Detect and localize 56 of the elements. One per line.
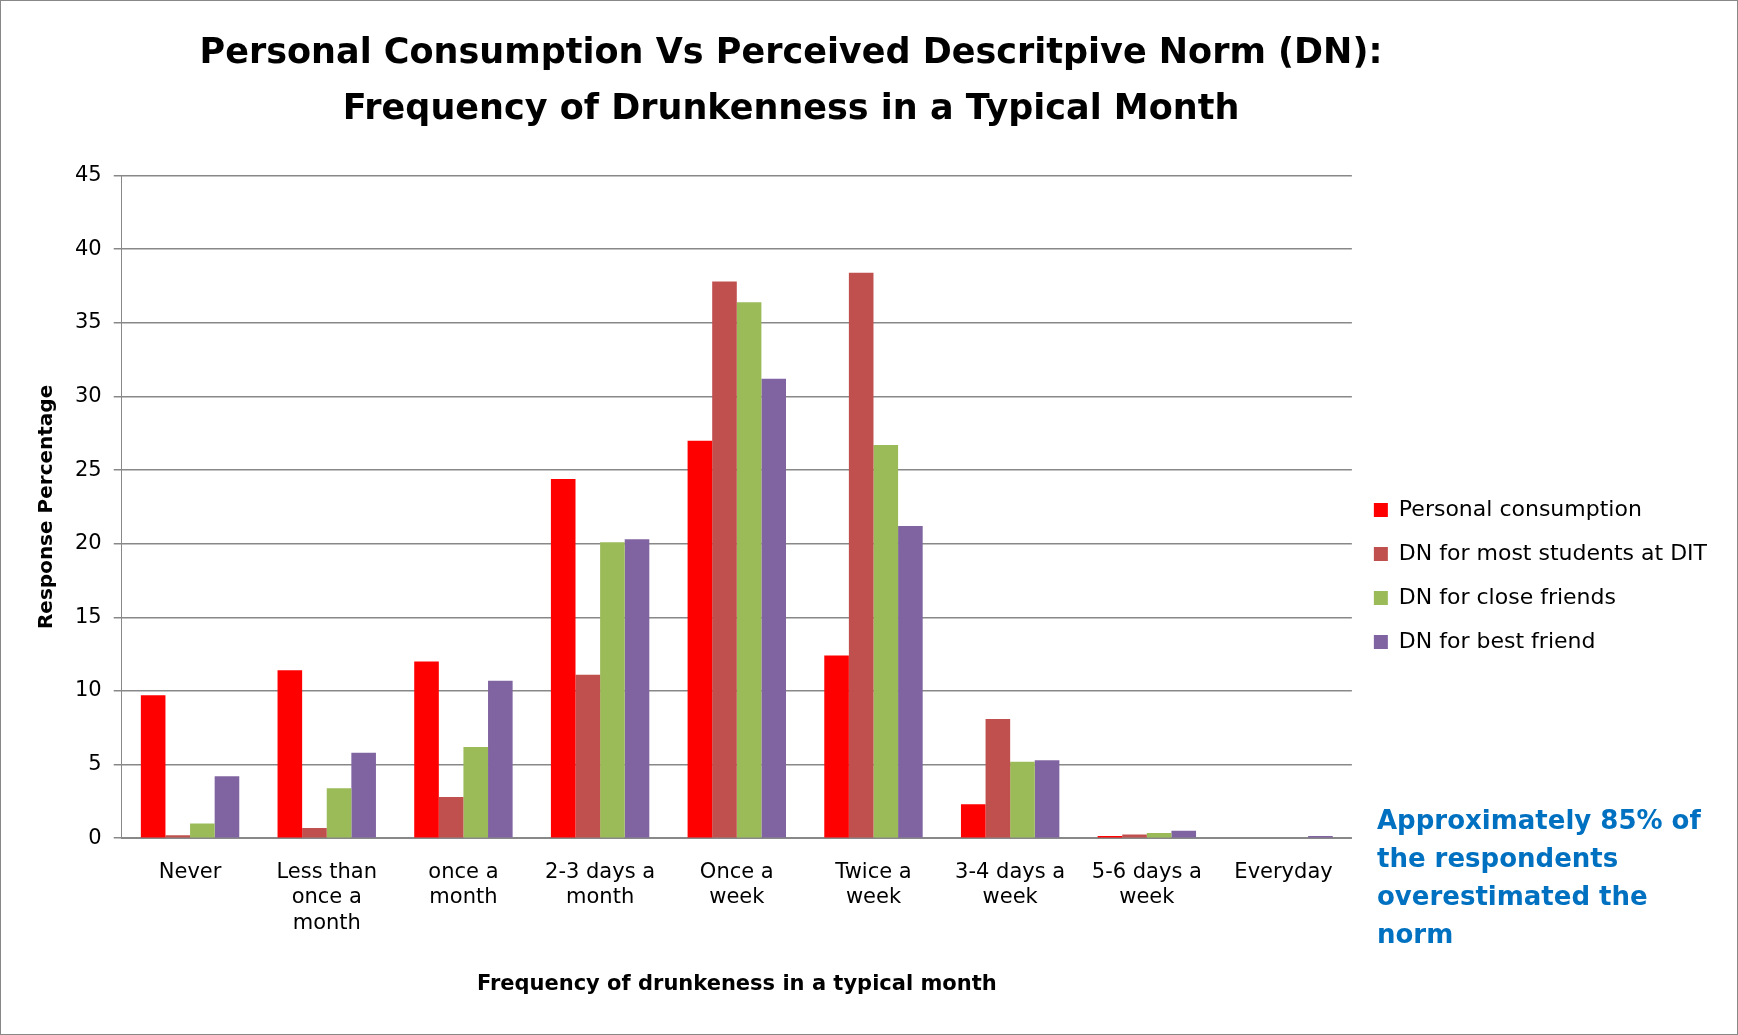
- bar: [1034, 760, 1060, 838]
- x-tick-label: 5-6 days a week: [1091, 859, 1202, 909]
- bar: [165, 835, 191, 838]
- bar: [712, 281, 737, 838]
- legend-label: DN for most students at DIT: [1398, 539, 1708, 565]
- bar: [1171, 830, 1197, 838]
- bar: [190, 823, 215, 838]
- bar: [414, 661, 439, 838]
- y-tick-label: 45: [74, 162, 102, 187]
- bar: [687, 440, 713, 838]
- bar: [302, 827, 327, 838]
- bar: [575, 674, 601, 838]
- x-tick-label: once a month: [428, 859, 499, 909]
- x-tick-label: 2-3 days a month: [545, 859, 656, 909]
- y-axis-title: Response Percentage: [33, 384, 58, 630]
- y-tick-label: 40: [74, 235, 102, 260]
- bar: [1010, 761, 1035, 838]
- bar: [824, 655, 849, 838]
- chart-title: Personal Consumption Vs Perceived Descritpive Norm (DN): Frequency of Drunkenness in a Typical Month: [198, 30, 1384, 129]
- bar: [985, 718, 1011, 838]
- legend-label: DN for close friends: [1398, 583, 1616, 609]
- y-tick-label: 15: [74, 603, 102, 628]
- x-axis-title: Frequency of drunkeness in a typical month: [476, 970, 997, 995]
- y-tick-label: 10: [74, 677, 102, 702]
- bar: [488, 680, 513, 838]
- bar: [898, 526, 923, 838]
- y-tick-label: 35: [74, 309, 102, 334]
- x-tick-label: Less than once a month: [276, 859, 378, 934]
- x-tick-label: 3-4 days a week: [955, 859, 1066, 909]
- bar: [438, 796, 464, 838]
- y-tick-label: 30: [74, 382, 102, 407]
- y-tick-label: 0: [88, 824, 102, 849]
- bar: [214, 776, 240, 838]
- text: Approximately 85% of the respondents overestimated the norm: [1377, 804, 1702, 951]
- bar: [761, 378, 786, 838]
- bar: [624, 539, 650, 838]
- bar: [326, 788, 352, 838]
- bar: [550, 478, 576, 838]
- bar: [463, 746, 489, 838]
- bar: [736, 302, 762, 838]
- y-tick-label: 25: [74, 456, 102, 481]
- x-tick-label: Twice a week: [834, 859, 912, 909]
- x-tick-label: Everyday: [1234, 859, 1333, 884]
- y-tick-label: 5: [88, 751, 102, 776]
- bar: [873, 445, 899, 838]
- bar: [351, 752, 376, 838]
- bar: [960, 804, 986, 838]
- bar: [600, 542, 625, 838]
- bar: [848, 272, 874, 838]
- bar: [140, 695, 166, 838]
- bar: [277, 670, 303, 838]
- y-tick-label: 20: [74, 530, 102, 555]
- legend-label: DN for best friend: [1398, 627, 1596, 653]
- legend-label: Personal consumption: [1398, 495, 1642, 521]
- x-tick-label: Once a week: [699, 859, 774, 909]
- x-tick-label: Never: [158, 859, 222, 884]
